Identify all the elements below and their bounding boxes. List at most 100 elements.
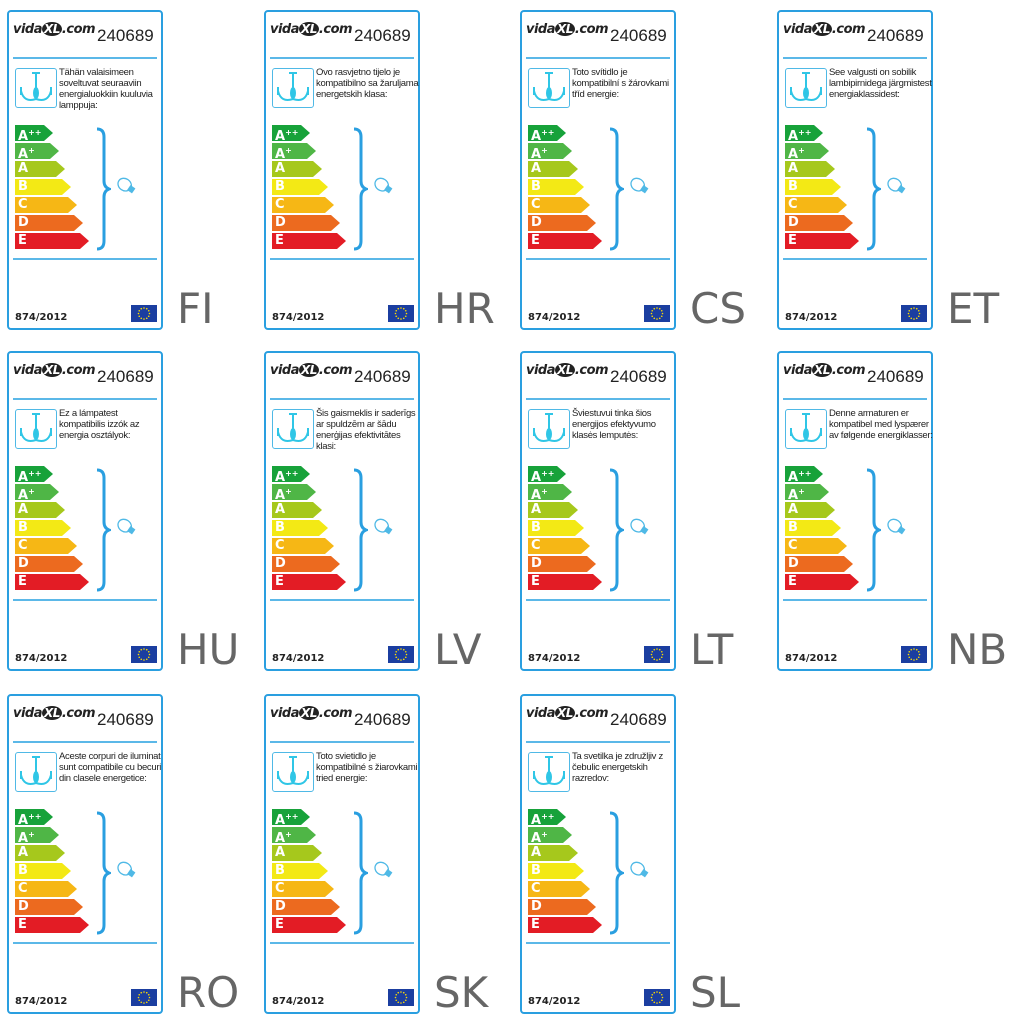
language-code: LV bbox=[434, 625, 482, 674]
class-letter: B bbox=[18, 863, 28, 878]
energy-class-Aplus: A+ bbox=[15, 827, 59, 843]
energy-class-D: D bbox=[785, 556, 853, 572]
energy-class-D: D bbox=[272, 899, 340, 915]
class-letter: A bbox=[788, 161, 799, 176]
class-superscript: ++ bbox=[798, 469, 812, 478]
bulb-icon bbox=[113, 177, 139, 204]
divider bbox=[13, 942, 157, 944]
class-letter: E bbox=[531, 233, 540, 248]
divider bbox=[13, 57, 157, 59]
regulation-number: 874/2012 bbox=[272, 996, 325, 1007]
divider bbox=[526, 258, 670, 260]
divider bbox=[270, 258, 414, 260]
class-letter: A bbox=[275, 147, 286, 162]
energy-class-B: B bbox=[528, 179, 584, 195]
class-letter: D bbox=[788, 215, 799, 230]
class-letter: E bbox=[275, 917, 284, 932]
divider bbox=[270, 942, 414, 944]
class-superscript: ++ bbox=[28, 128, 42, 137]
compatibility-text: Toto svietidlo je kompatibilné s žiarovk… bbox=[316, 751, 418, 784]
class-superscript: ++ bbox=[798, 128, 812, 137]
energy-class-C: C bbox=[15, 197, 77, 213]
class-letter: C bbox=[18, 197, 28, 212]
eu-flag-icon bbox=[644, 646, 670, 663]
energy-class-B: B bbox=[785, 520, 841, 536]
vidaxl-logo: vida XL .com bbox=[270, 22, 353, 37]
bulb-icon bbox=[883, 518, 909, 545]
bracket bbox=[95, 468, 114, 597]
divider bbox=[526, 398, 670, 400]
class-superscript: + bbox=[798, 146, 805, 155]
energy-class-B: B bbox=[528, 863, 584, 879]
energy-class-B: B bbox=[272, 520, 328, 536]
energy-label: vida XL .com 240689 Šis gaismeklis ir saderī… bbox=[264, 351, 420, 671]
class-letter: A bbox=[788, 488, 799, 503]
energy-label: vida XL .com 240689 Aceste corpuri de ilumin… bbox=[7, 694, 163, 1014]
energy-class-Aplus: A+ bbox=[272, 484, 316, 500]
divider bbox=[526, 942, 670, 944]
chandelier-icon bbox=[272, 752, 314, 792]
energy-label: vida XL .com 240689 Toto svítidlo je kompati… bbox=[520, 10, 676, 330]
language-code: LT bbox=[690, 625, 734, 674]
class-letter: A bbox=[18, 129, 29, 144]
energy-class-C: C bbox=[15, 881, 77, 897]
energy-class-Aplusplus: A++ bbox=[785, 466, 823, 482]
eu-flag-icon bbox=[901, 646, 927, 663]
bracket bbox=[352, 811, 371, 940]
energy-class-B: B bbox=[15, 863, 71, 879]
bracket bbox=[95, 127, 114, 256]
eu-flag-icon bbox=[131, 646, 157, 663]
energy-class-Aplusplus: A++ bbox=[15, 466, 53, 482]
bracket bbox=[608, 127, 627, 256]
energy-class-Aplus: A+ bbox=[272, 143, 316, 159]
class-letter: A bbox=[18, 502, 29, 517]
class-letter: B bbox=[275, 179, 285, 194]
energy-class-C: C bbox=[785, 538, 847, 554]
chandelier-icon bbox=[528, 68, 570, 108]
class-superscript: + bbox=[285, 146, 292, 155]
energy-class-C: C bbox=[272, 881, 334, 897]
bracket bbox=[352, 127, 371, 256]
energy-class-D: D bbox=[15, 556, 83, 572]
energy-class-E: E bbox=[528, 917, 602, 933]
class-letter: A bbox=[531, 845, 542, 860]
class-letter: B bbox=[788, 179, 798, 194]
class-letter: D bbox=[18, 215, 29, 230]
compatibility-text: Ovo rasvjetno tijelo je kompatibilno sa … bbox=[316, 67, 419, 100]
chandelier-icon bbox=[15, 752, 57, 792]
language-code: HR bbox=[434, 284, 495, 333]
energy-class-C: C bbox=[528, 538, 590, 554]
class-superscript: ++ bbox=[285, 128, 299, 137]
regulation-number: 874/2012 bbox=[272, 312, 325, 323]
energy-class-E: E bbox=[528, 574, 602, 590]
energy-class-A: A bbox=[15, 845, 65, 861]
bulb-icon bbox=[370, 518, 396, 545]
compatibility-text: Aceste corpuri de iluminat sunt compatib… bbox=[59, 751, 162, 784]
class-superscript: ++ bbox=[28, 469, 42, 478]
divider bbox=[13, 741, 157, 743]
eu-flag-icon bbox=[388, 305, 414, 322]
bulb-icon bbox=[370, 861, 396, 888]
energy-class-Aplus: A+ bbox=[15, 484, 59, 500]
class-letter: A bbox=[275, 470, 286, 485]
class-letter: A bbox=[788, 502, 799, 517]
class-letter: A bbox=[275, 161, 286, 176]
class-superscript: + bbox=[541, 146, 548, 155]
energy-class-Aplusplus: A++ bbox=[528, 809, 566, 825]
language-code: NB bbox=[947, 625, 1008, 674]
class-letter: A bbox=[275, 831, 286, 846]
class-letter: A bbox=[531, 831, 542, 846]
energy-class-Aplusplus: A++ bbox=[272, 466, 310, 482]
bulb-icon bbox=[370, 177, 396, 204]
language-code: HU bbox=[177, 625, 240, 674]
class-letter: C bbox=[531, 197, 541, 212]
vidaxl-logo: vida XL .com bbox=[526, 363, 609, 378]
divider bbox=[783, 57, 927, 59]
energy-class-Aplusplus: A++ bbox=[15, 809, 53, 825]
energy-class-C: C bbox=[528, 197, 590, 213]
energy-class-Aplusplus: A++ bbox=[528, 466, 566, 482]
bracket bbox=[95, 811, 114, 940]
energy-class-D: D bbox=[528, 215, 596, 231]
class-letter: E bbox=[275, 574, 284, 589]
energy-class-Aplusplus: A++ bbox=[528, 125, 566, 141]
